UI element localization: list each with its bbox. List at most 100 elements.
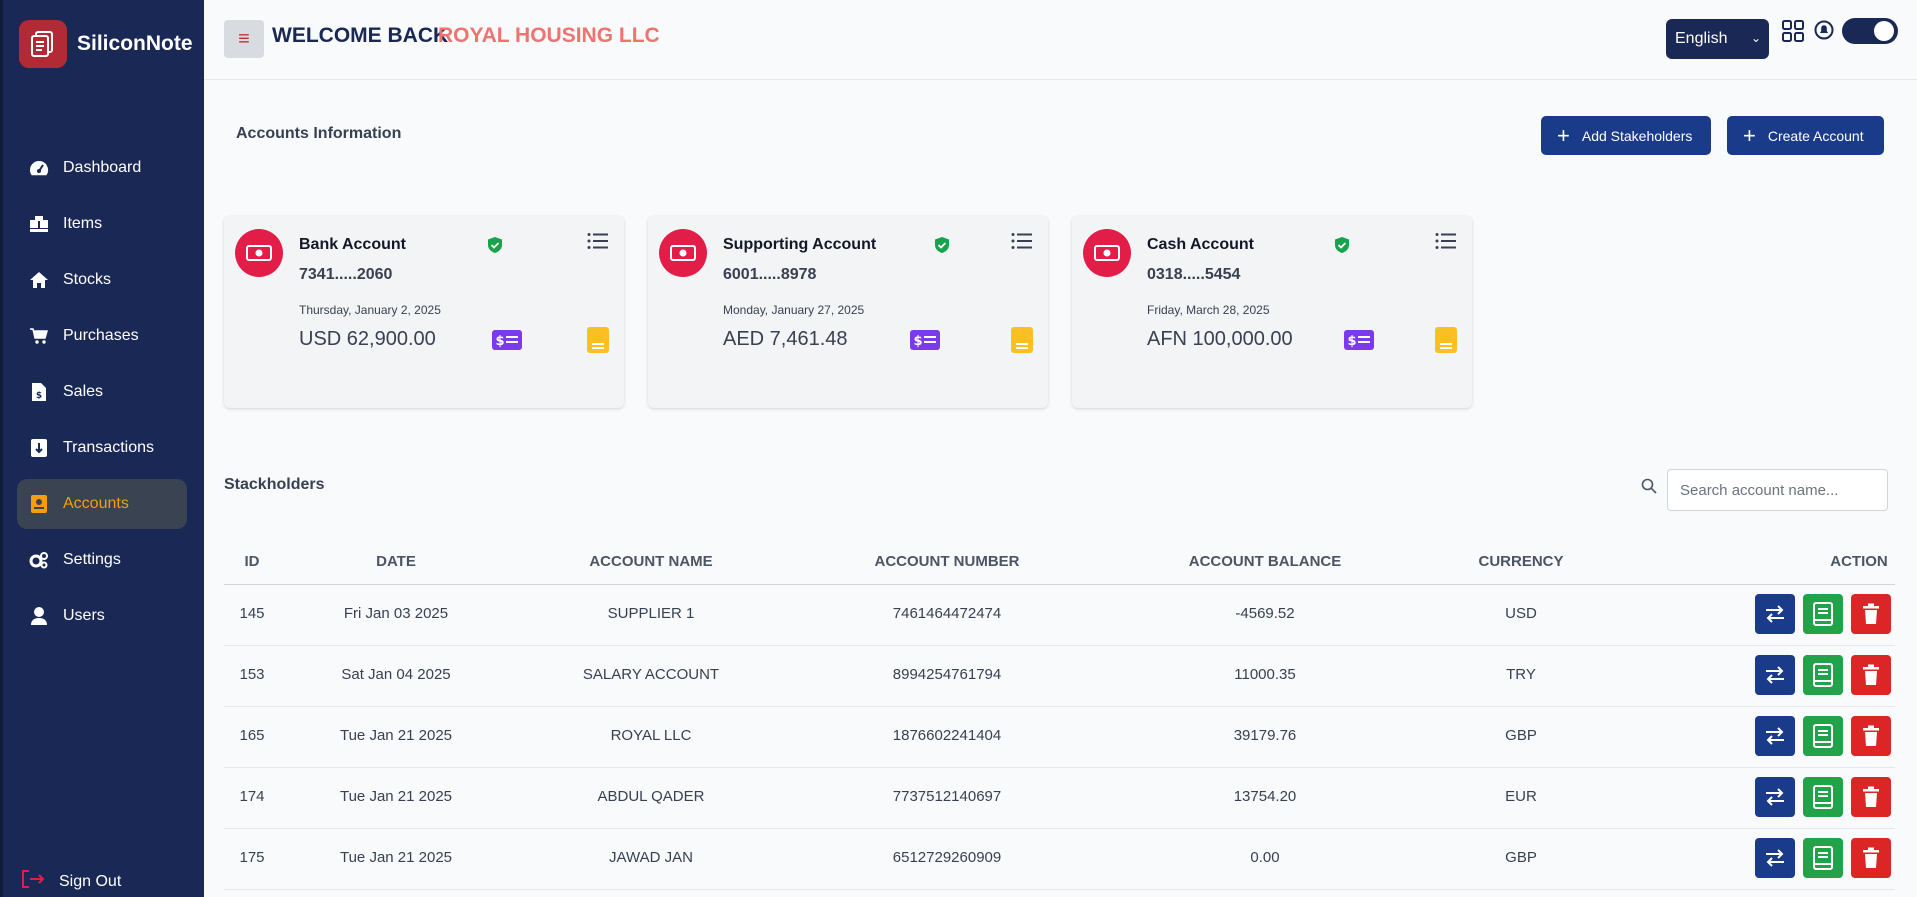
trash-icon bbox=[1863, 725, 1879, 746]
cell-date: Tue Jan 21 2025 bbox=[339, 727, 453, 744]
table-row: 165 Tue Jan 21 2025 ROYAL LLC 1876602241… bbox=[224, 707, 1895, 768]
search-input[interactable] bbox=[1667, 469, 1888, 511]
trash-icon bbox=[1863, 603, 1879, 624]
cell-account-number: 7737512140697 bbox=[892, 788, 1002, 805]
stakeholders-table: ID DATE ACCOUNT NAME ACCOUNT NUMBER ACCO… bbox=[224, 545, 1895, 890]
book-icon bbox=[1813, 663, 1833, 687]
sidebar-item-sales[interactable]: $ Sales bbox=[17, 367, 187, 417]
cell-date: Sat Jan 04 2025 bbox=[341, 666, 451, 683]
cell-account-number: 7461464472474 bbox=[892, 605, 1002, 622]
account-date: Thursday, January 2, 2025 bbox=[299, 303, 441, 317]
transfer-button[interactable] bbox=[1755, 594, 1795, 634]
transfer-arrows-icon bbox=[1766, 605, 1784, 623]
hamburger-menu-button[interactable]: ≡ bbox=[224, 20, 264, 58]
sidebar-nav: Dashboard Items Stocks Purchases $ Sales… bbox=[17, 143, 187, 647]
boxes-icon bbox=[29, 214, 49, 234]
sign-out-link[interactable]: Sign Out bbox=[21, 870, 121, 893]
list-menu-icon[interactable] bbox=[1435, 232, 1457, 255]
money-check-icon[interactable]: $ bbox=[1344, 330, 1374, 355]
ledger-button[interactable] bbox=[1803, 838, 1843, 878]
cell-account-name: SUPPLIER 1 bbox=[607, 605, 695, 622]
language-select[interactable]: English ⌄ bbox=[1666, 19, 1769, 59]
accounts-info-title: Accounts Information bbox=[236, 125, 402, 142]
sidebar-item-items[interactable]: Items bbox=[17, 199, 187, 249]
transfer-button[interactable] bbox=[1755, 838, 1795, 878]
sidebar-item-label: Settings bbox=[63, 551, 121, 568]
transfer-button[interactable] bbox=[1755, 655, 1795, 695]
grid-icon[interactable] bbox=[1782, 20, 1804, 47]
notebook-icon[interactable] bbox=[1011, 327, 1033, 358]
cell-id: 175 bbox=[239, 849, 265, 866]
account-card-cash[interactable]: Cash Account 0318.....5454 Friday, March… bbox=[1072, 216, 1472, 408]
money-check-icon[interactable]: $ bbox=[492, 330, 522, 355]
column-header-currency[interactable]: CURRENCY bbox=[1478, 553, 1564, 570]
column-header-action: ACTION bbox=[1830, 553, 1888, 570]
sidebar-item-settings[interactable]: Settings bbox=[17, 535, 187, 585]
ledger-button[interactable] bbox=[1803, 716, 1843, 756]
account-card-supporting[interactable]: Supporting Account 6001.....8978 Monday,… bbox=[648, 216, 1048, 408]
create-account-label: Create Account bbox=[1767, 127, 1864, 144]
delete-button[interactable] bbox=[1851, 716, 1891, 756]
svg-text:$: $ bbox=[913, 334, 922, 349]
sidebar-item-label: Dashboard bbox=[63, 159, 142, 176]
ledger-button[interactable] bbox=[1803, 777, 1843, 817]
hamburger-icon: ≡ bbox=[238, 27, 250, 50]
theme-toggle[interactable] bbox=[1842, 18, 1898, 44]
cash-icon bbox=[235, 229, 283, 277]
cell-account-number: 8994254761794 bbox=[892, 666, 1002, 683]
transfer-button[interactable] bbox=[1755, 777, 1795, 817]
table-row: 145 Fri Jan 03 2025 SUPPLIER 1 746146447… bbox=[224, 585, 1895, 646]
sidebar-item-stocks[interactable]: Stocks bbox=[17, 255, 187, 305]
brand[interactable]: SiliconNote bbox=[19, 20, 193, 68]
account-name: Bank Account bbox=[299, 236, 406, 253]
sidebar-item-accounts[interactable]: Accounts bbox=[17, 479, 187, 529]
add-stakeholders-button[interactable]: + Add Stakeholders bbox=[1541, 116, 1711, 155]
column-header-account-number[interactable]: ACCOUNT NUMBER bbox=[874, 553, 1020, 570]
verified-shield-icon bbox=[1334, 236, 1350, 259]
column-header-id[interactable]: ID bbox=[244, 553, 260, 570]
account-number: 0318.....5454 bbox=[1147, 266, 1241, 283]
company-name: ROYAL HOUSING LLC bbox=[438, 24, 660, 47]
sidebar-item-label: Stocks bbox=[63, 271, 112, 288]
create-account-button[interactable]: + Create Account bbox=[1727, 116, 1884, 155]
sidebar-item-users[interactable]: Users bbox=[17, 591, 187, 641]
delete-button[interactable] bbox=[1851, 655, 1891, 695]
sidebar-item-transactions[interactable]: Transactions bbox=[17, 423, 187, 473]
ledger-button[interactable] bbox=[1803, 655, 1843, 695]
account-date: Friday, March 28, 2025 bbox=[1147, 303, 1270, 317]
plus-icon: + bbox=[1557, 122, 1570, 148]
transfer-arrows-icon bbox=[1766, 849, 1784, 867]
ledger-icon bbox=[29, 494, 49, 514]
cell-id: 145 bbox=[239, 605, 265, 622]
list-menu-icon[interactable] bbox=[587, 232, 609, 255]
verified-shield-icon bbox=[487, 236, 503, 259]
notebook-icon[interactable] bbox=[587, 327, 609, 358]
delete-button[interactable] bbox=[1851, 777, 1891, 817]
notebook-icon[interactable] bbox=[1435, 327, 1457, 358]
column-header-account-balance[interactable]: ACCOUNT BALANCE bbox=[1188, 553, 1342, 570]
user-icon bbox=[29, 606, 49, 626]
notification-bell-icon[interactable] bbox=[1814, 20, 1834, 45]
delete-button[interactable] bbox=[1851, 838, 1891, 878]
sidebar-item-dashboard[interactable]: Dashboard bbox=[17, 143, 187, 193]
cell-date: Fri Jan 03 2025 bbox=[343, 605, 449, 622]
list-menu-icon[interactable] bbox=[1011, 232, 1033, 255]
money-check-icon[interactable]: $ bbox=[910, 330, 940, 355]
transfer-button[interactable] bbox=[1755, 716, 1795, 756]
cell-id: 165 bbox=[239, 727, 265, 744]
home-icon bbox=[29, 270, 49, 290]
column-header-account-name[interactable]: ACCOUNT NAME bbox=[589, 553, 713, 570]
account-card-bank[interactable]: Bank Account 7341.....2060 Thursday, Jan… bbox=[224, 216, 624, 408]
cell-account-balance: -4569.52 bbox=[1235, 605, 1295, 622]
trash-icon bbox=[1863, 664, 1879, 685]
column-header-date[interactable]: DATE bbox=[376, 553, 416, 570]
book-icon bbox=[1813, 785, 1833, 809]
sidebar-item-purchases[interactable]: Purchases bbox=[17, 311, 187, 361]
ledger-button[interactable] bbox=[1803, 594, 1843, 634]
delete-button[interactable] bbox=[1851, 594, 1891, 634]
sidebar-item-label: Users bbox=[63, 607, 105, 624]
sign-out-label: Sign Out bbox=[59, 872, 122, 890]
account-number: 6001.....8978 bbox=[723, 266, 817, 283]
plus-icon: + bbox=[1743, 122, 1756, 148]
account-name: Supporting Account bbox=[723, 236, 877, 253]
